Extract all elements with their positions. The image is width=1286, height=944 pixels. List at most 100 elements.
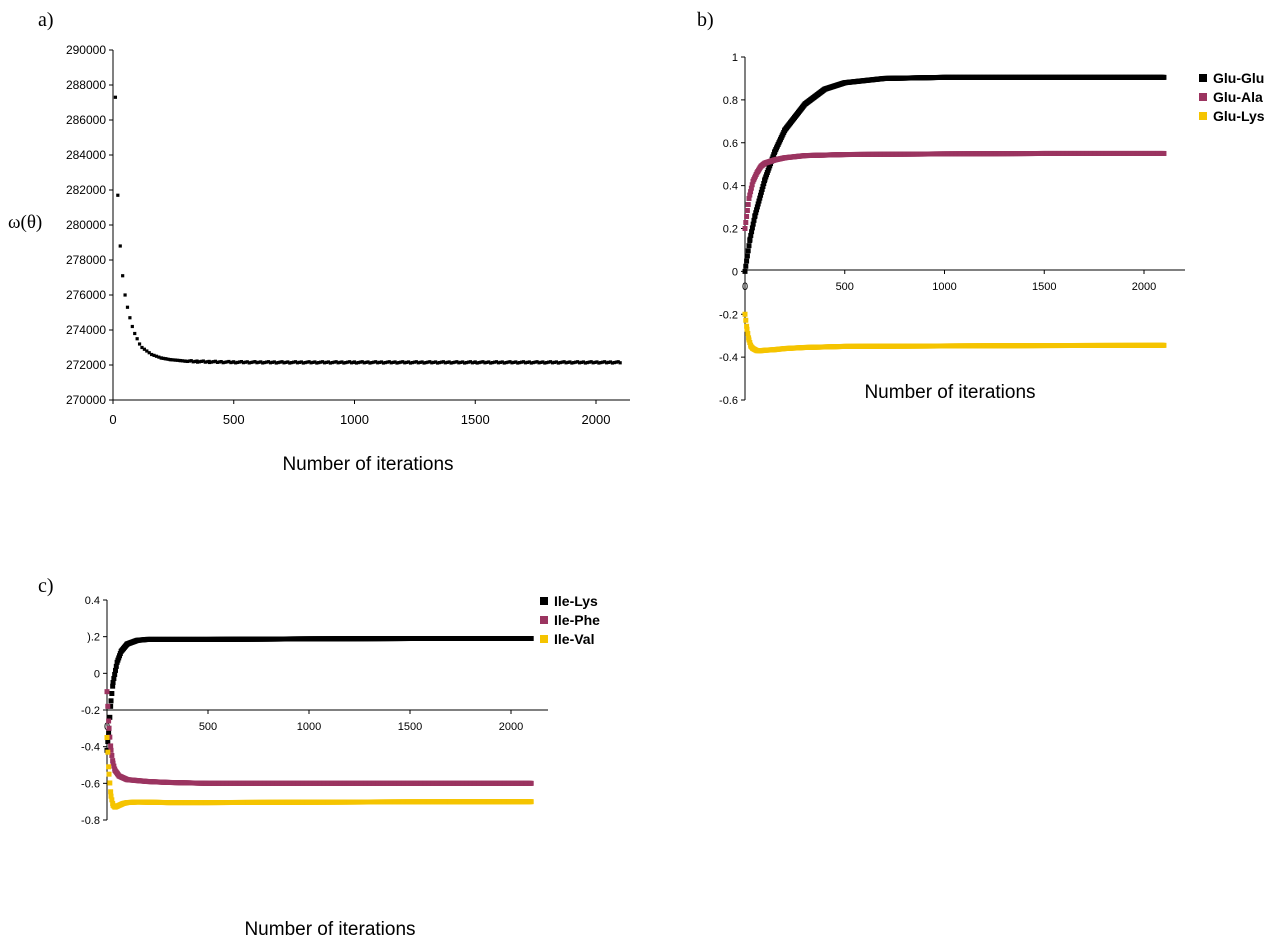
line-point bbox=[112, 671, 118, 677]
scatter-point bbox=[616, 360, 620, 364]
scatter-point bbox=[552, 360, 557, 364]
y-tick-label: 0.4 bbox=[85, 595, 100, 607]
line-point bbox=[744, 213, 750, 219]
scatter-point bbox=[145, 349, 149, 353]
scatter-point bbox=[376, 361, 380, 365]
scatter-point bbox=[336, 361, 340, 365]
scatter-point bbox=[116, 193, 120, 197]
scatter-point bbox=[412, 360, 416, 364]
line-point bbox=[743, 317, 749, 323]
scatter-point bbox=[492, 360, 497, 364]
scatter-point bbox=[568, 360, 572, 364]
scatter-point bbox=[295, 361, 300, 365]
scatter-point bbox=[166, 357, 170, 361]
scatter-point bbox=[263, 360, 267, 365]
scatter-point bbox=[466, 360, 471, 364]
scatter-point bbox=[475, 361, 479, 365]
scatter-point bbox=[589, 360, 593, 364]
line-point bbox=[747, 340, 753, 346]
scatter-point bbox=[529, 361, 533, 365]
line-point bbox=[106, 771, 112, 777]
y-tick-label: 0.4 bbox=[723, 181, 738, 193]
scatter-point bbox=[403, 361, 407, 365]
scatter-point bbox=[305, 360, 309, 364]
scatter-point bbox=[135, 337, 139, 341]
scatter-point bbox=[550, 361, 555, 365]
scatter-point bbox=[541, 360, 545, 364]
line-point bbox=[108, 698, 114, 704]
scatter-point bbox=[606, 360, 611, 364]
scatter-point bbox=[261, 361, 265, 365]
scatter-point bbox=[278, 360, 282, 364]
line-point bbox=[742, 268, 748, 274]
scatter-point bbox=[397, 360, 401, 365]
y-tick-label: -0.4 bbox=[81, 742, 100, 754]
scatter-point bbox=[344, 360, 348, 365]
line-point bbox=[106, 725, 112, 731]
scatter-point bbox=[259, 360, 263, 364]
legend-swatch bbox=[540, 635, 548, 643]
scatter-point bbox=[236, 360, 240, 365]
line-point bbox=[112, 667, 118, 673]
scatter-point bbox=[364, 360, 368, 364]
scatter-point bbox=[562, 360, 566, 364]
x-tick-label: 0 bbox=[742, 281, 748, 293]
scatter-point bbox=[266, 360, 271, 364]
scatter-point bbox=[348, 360, 352, 364]
scatter-point bbox=[459, 360, 463, 364]
y-tick-label: -0.2 bbox=[719, 309, 738, 321]
scatter-point bbox=[356, 360, 360, 365]
line-point bbox=[750, 221, 756, 227]
x-tick-label: 1000 bbox=[340, 412, 369, 427]
scatter-point bbox=[185, 359, 189, 364]
scatter-point bbox=[387, 360, 391, 364]
y-tick-label: 270000 bbox=[66, 393, 106, 407]
scatter-point bbox=[113, 95, 118, 99]
y-ticks-b: -0.6 -0.4 -0.2 0 0.2 0.4 0.6 0.8 1 bbox=[719, 52, 745, 407]
line-point bbox=[742, 226, 748, 231]
scatter-point bbox=[447, 360, 451, 364]
scatter-point bbox=[399, 360, 403, 364]
line-point bbox=[105, 749, 111, 755]
scatter-point bbox=[142, 347, 146, 351]
scatter-point bbox=[137, 342, 142, 346]
line-point bbox=[104, 735, 110, 740]
scatter-point bbox=[405, 360, 409, 364]
scatter-point bbox=[340, 360, 344, 364]
scatter-point bbox=[410, 360, 415, 365]
legend-label: Ile-Lys bbox=[554, 593, 598, 609]
scatter-point bbox=[547, 360, 551, 364]
scatter-point bbox=[319, 360, 323, 364]
scatter-point bbox=[531, 360, 535, 365]
scatter-point bbox=[525, 360, 530, 364]
line-point bbox=[748, 189, 754, 195]
scatter-point bbox=[239, 359, 244, 364]
scatter-point bbox=[249, 360, 253, 365]
scatter-point bbox=[506, 360, 510, 364]
scatter-point bbox=[342, 361, 346, 365]
series-marks-a bbox=[113, 95, 622, 365]
y-tick-label: 280000 bbox=[66, 218, 106, 232]
line-point bbox=[528, 780, 534, 786]
scatter-point bbox=[199, 359, 203, 364]
scatter-point bbox=[208, 360, 212, 365]
scatter-point bbox=[378, 360, 382, 364]
line-point bbox=[744, 207, 750, 213]
y-tick-label: 0.8 bbox=[723, 95, 738, 107]
scatter-point bbox=[514, 360, 518, 364]
scatter-point bbox=[587, 360, 591, 364]
scatter-point bbox=[203, 360, 207, 364]
x-tick-label: 1000 bbox=[932, 281, 956, 293]
line-point bbox=[760, 183, 766, 189]
scatter-point bbox=[533, 360, 537, 364]
scatter-point bbox=[548, 360, 553, 364]
scatter-point bbox=[280, 360, 284, 364]
scatter-point bbox=[430, 361, 434, 365]
line-point bbox=[748, 185, 754, 191]
scatter-point bbox=[241, 361, 246, 365]
line-point bbox=[108, 789, 114, 795]
scatter-point bbox=[457, 361, 461, 365]
scatter-point bbox=[481, 360, 485, 364]
y-tick-label: -0.4 bbox=[719, 352, 738, 364]
scatter-point bbox=[268, 361, 273, 365]
